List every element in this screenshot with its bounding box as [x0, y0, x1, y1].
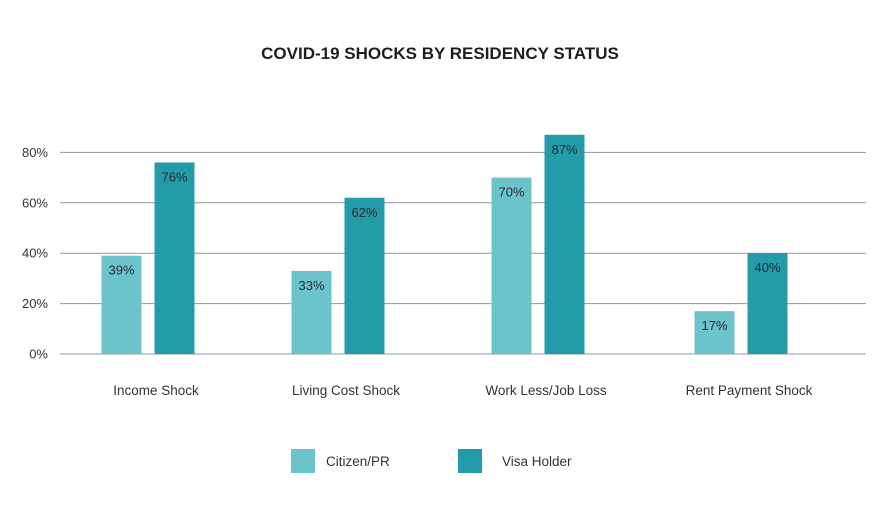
bar-value-label: 17% [701, 318, 727, 333]
bar-value-label: 62% [351, 205, 377, 220]
bar-value-label: 76% [161, 169, 187, 184]
x-category-label: Income Shock [113, 383, 199, 398]
y-tick-label: 80% [22, 145, 48, 160]
bar-citizen-pr [491, 177, 532, 354]
x-category-label: Work Less/Job Loss [485, 383, 607, 398]
y-axis-ticks: 0% 20% 40% 60% 80% [22, 145, 48, 362]
bar-citizen-pr [291, 270, 332, 354]
bar-visa-holder [344, 197, 385, 354]
y-tick-label: 40% [22, 246, 48, 261]
y-tick-label: 0% [29, 347, 48, 362]
bar-visa-holder [154, 162, 195, 354]
bar-value-label: 33% [298, 278, 324, 293]
bar-citizen-pr [101, 255, 142, 354]
y-tick-label: 60% [22, 195, 48, 210]
legend-label: Visa Holder [502, 454, 572, 469]
data-labels: 39% 76% 33% 62% 70% 87% 17% 40% [108, 142, 780, 333]
chart-title: COVID-19 SHOCKS BY RESIDENCY STATUS [261, 44, 619, 63]
y-tick-label: 20% [22, 296, 48, 311]
bar-value-label: 70% [498, 185, 524, 200]
legend-label: Citizen/PR [326, 454, 390, 469]
bar-value-label: 87% [551, 142, 577, 157]
x-category-label: Rent Payment Shock [686, 383, 813, 398]
x-category-label: Living Cost Shock [292, 383, 400, 398]
x-axis-categories: Income Shock Living Cost Shock Work Less/J… [113, 383, 812, 398]
bar-visa-holder [544, 134, 585, 354]
bars [101, 134, 788, 354]
legend-swatch [291, 449, 315, 473]
bar-value-label: 40% [754, 260, 780, 275]
bar-citizen-pr [694, 311, 735, 354]
bar-value-label: 39% [108, 263, 134, 278]
legend: Citizen/PR Visa Holder [291, 449, 572, 473]
legend-swatch [458, 449, 482, 473]
bar-visa-holder [747, 253, 788, 354]
